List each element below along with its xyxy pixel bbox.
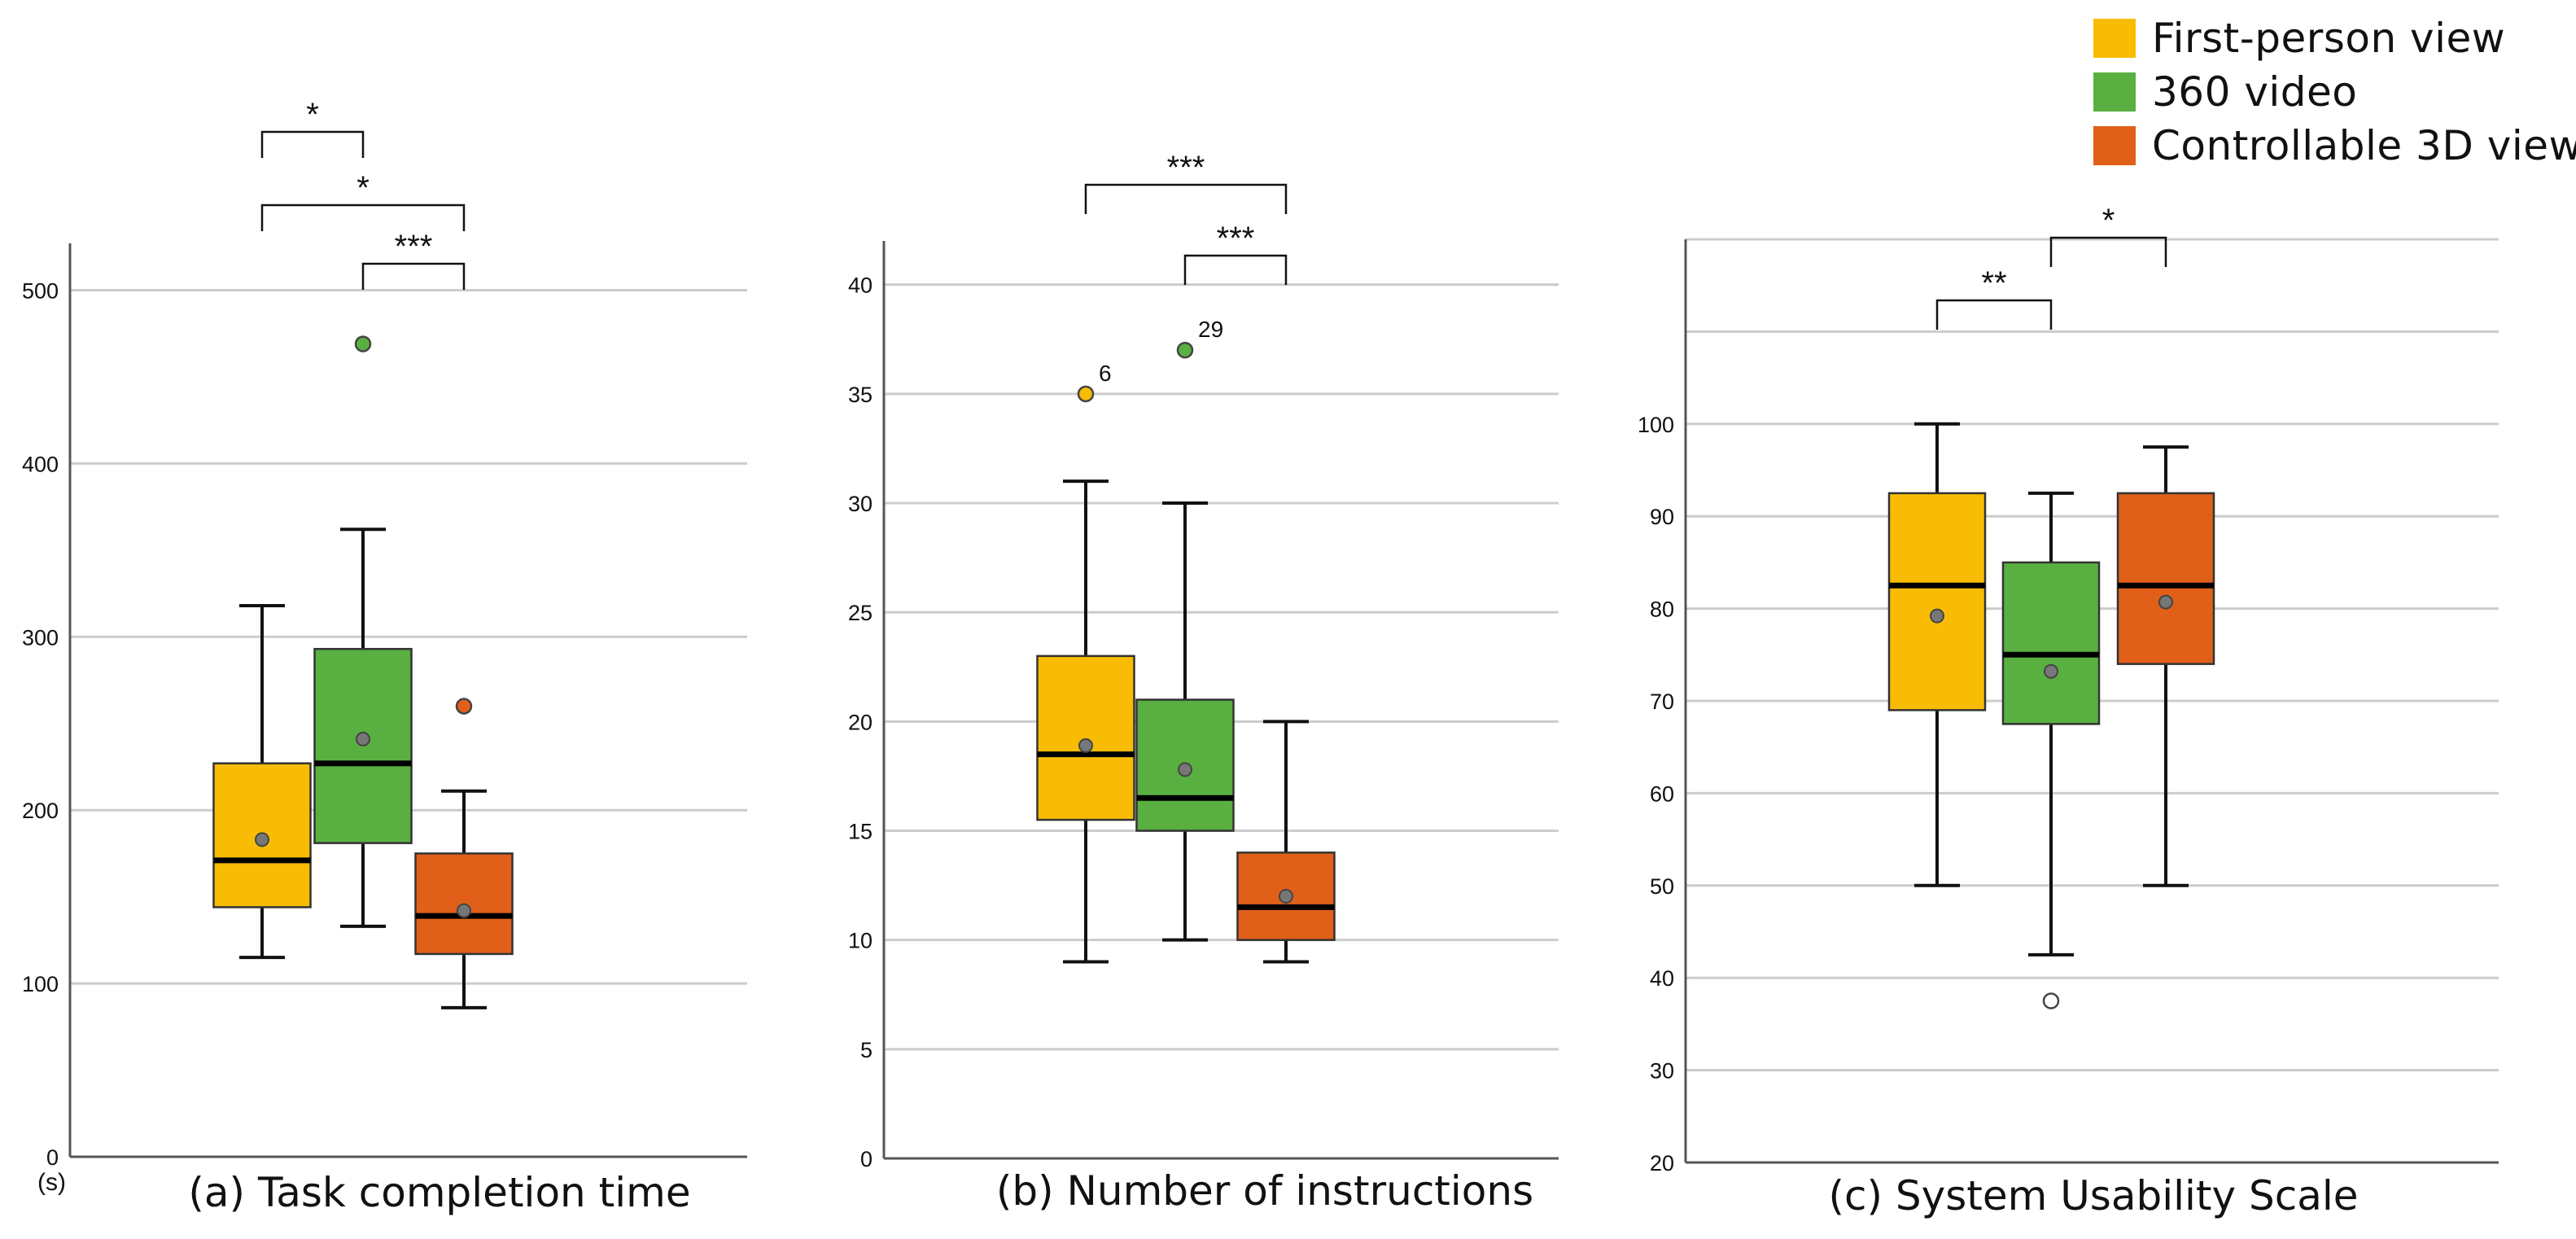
chart-b-y-tick-label: 30 xyxy=(848,492,873,516)
legend-swatch-first-person xyxy=(2093,19,2136,58)
chart-b-y-tick-label: 25 xyxy=(848,601,873,625)
chart-b-360-video-outlier-label: 29 xyxy=(1198,317,1223,342)
chart-c-360-video-mean-marker xyxy=(2044,663,2058,679)
chart-b-first-person-box xyxy=(1036,655,1135,821)
chart-a-360-video-outlier xyxy=(354,335,372,352)
chart-c-360-video-box xyxy=(2001,561,2101,725)
chart-b-significance-label: *** xyxy=(1217,221,1255,256)
chart-b-caption: (b) Number of instructions xyxy=(995,1167,1534,1215)
chart-c-first-person-box xyxy=(1887,492,1987,711)
chart-b-significance-bracket xyxy=(1084,183,1288,214)
chart-c-y-tick-label: 90 xyxy=(1650,505,1674,529)
chart-c-controllable-3d-box xyxy=(2116,492,2215,665)
chart-b-y-tick-label: 35 xyxy=(848,383,873,407)
chart-a-controllable-3d-outlier xyxy=(455,698,473,715)
chart-a-y-tick-label: 200 xyxy=(22,799,59,823)
chart-c-significance-label: ** xyxy=(1981,265,2006,301)
chart-b-controllable-3d-mean-marker xyxy=(1279,889,1293,904)
chart-c-y-tick-label: 80 xyxy=(1650,598,1674,622)
chart-a-significance-label: * xyxy=(306,97,319,133)
chart-b-y-tick-label: 40 xyxy=(848,274,873,298)
legend-swatch-360-video xyxy=(2093,72,2136,112)
chart-a-y-tick-label: 500 xyxy=(22,278,59,303)
chart-c-significance-bracket xyxy=(2049,236,2167,267)
chart-a-y-tick-label: 400 xyxy=(22,452,59,476)
chart-b-y-tick-label: 5 xyxy=(860,1038,873,1062)
chart-a-significance-bracket xyxy=(260,204,466,231)
chart-b-360-video-outlier xyxy=(1176,341,1194,359)
chart-a-controllable-3d-mean-marker xyxy=(457,903,471,918)
chart-a-significance-bracket xyxy=(260,130,365,158)
chart-b-significance-label: *** xyxy=(1167,150,1205,186)
chart-a-y-tick-label: 300 xyxy=(22,625,59,650)
chart-c-y-tick-label: 70 xyxy=(1650,690,1674,714)
chart-a-first-person-mean-marker xyxy=(255,832,269,847)
legend-label-360-video: 360 video xyxy=(2152,68,2358,116)
chart-c-360-video-outlier xyxy=(2042,992,2060,1009)
legend-item-360-video: 360 video xyxy=(2093,65,2576,119)
chart-c-significance-label: * xyxy=(2102,203,2115,239)
chart-a-y-tick-label: 0 xyxy=(46,1145,59,1170)
chart-b-first-person-outlier xyxy=(1077,385,1095,403)
chart-a-caption: (a) Task completion time xyxy=(188,1169,691,1216)
chart-b-significance-bracket xyxy=(1183,254,1288,285)
chart-a-significance-bracket xyxy=(361,262,466,290)
chart-b-first-person-mean-marker xyxy=(1078,738,1093,753)
legend-item-first-person: First-person view xyxy=(2093,11,2576,65)
chart-c-y-tick-label: 50 xyxy=(1650,874,1674,899)
chart-b-y-tick-label: 10 xyxy=(848,929,873,953)
y-unit-label: (s) xyxy=(37,1169,66,1196)
chart-b-360-video-mean-marker xyxy=(1178,762,1192,777)
legend-swatch-controllable-3d xyxy=(2093,126,2136,165)
chart-c-y-tick-label: 100 xyxy=(1638,413,1674,437)
chart-a-y-tick-label: 100 xyxy=(22,972,59,996)
chart-c-caption: (c) System Usability Scale xyxy=(1828,1172,2359,1219)
chart-a-360-video-mean-marker xyxy=(356,731,370,746)
legend-label-controllable-3d: Controllable 3D view xyxy=(2152,122,2576,169)
legend: First-person view 360 video Controllable… xyxy=(2093,11,2576,173)
chart-b-y-tick-label: 15 xyxy=(848,820,873,844)
chart-c-y-tick-label: 40 xyxy=(1650,966,1674,991)
chart-b-first-person-outlier-label: 6 xyxy=(1099,361,1112,386)
chart-a-significance-label: *** xyxy=(395,229,433,265)
chart-c-first-person-mean-marker xyxy=(1930,608,1944,624)
chart-a-significance-label: * xyxy=(356,170,370,206)
chart-c-y-tick-label: 20 xyxy=(1650,1151,1674,1176)
chart-c-y-tick-label: 30 xyxy=(1650,1059,1674,1084)
legend-item-controllable-3d: Controllable 3D view xyxy=(2093,119,2576,173)
chart-b-y-tick-label: 20 xyxy=(848,710,873,734)
chart-c-y-tick-label: 60 xyxy=(1650,781,1674,806)
chart-c-controllable-3d-mean-marker xyxy=(2158,594,2173,610)
legend-label-first-person: First-person view xyxy=(2152,15,2506,62)
chart-c-significance-bracket xyxy=(1935,299,2053,330)
chart-b-y-tick-label: 0 xyxy=(860,1147,873,1171)
